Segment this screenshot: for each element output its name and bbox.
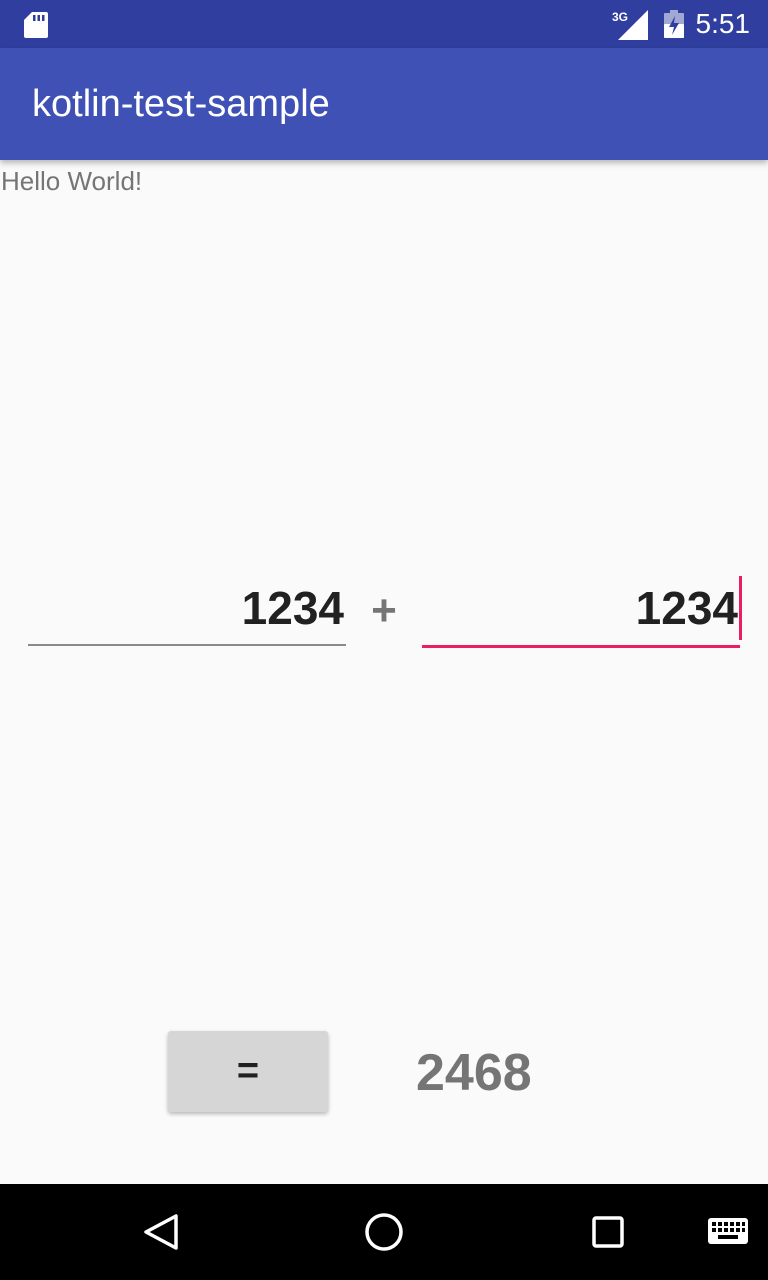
equals-button[interactable]: = — [168, 1031, 328, 1112]
status-bar: 3G 5:51 — [0, 0, 768, 48]
second-number-input[interactable]: 1234 — [422, 576, 742, 648]
network-type-label: 3G — [612, 10, 629, 24]
result-value: 2468 — [416, 1044, 532, 1102]
cellular-signal: 3G — [612, 8, 648, 40]
app-title: kotlin-test-sample — [32, 83, 330, 125]
first-number-value: 1234 — [241, 582, 344, 634]
plus-operator-label: + — [371, 586, 397, 635]
hello-text: Hello World! — [1, 166, 143, 196]
battery-charging-icon — [664, 10, 684, 38]
sd-card-icon — [24, 12, 48, 38]
cellular-signal-icon — [618, 10, 648, 40]
text-cursor — [739, 576, 742, 640]
second-number-value: 1234 — [635, 582, 738, 634]
first-number-input[interactable]: 1234 — [28, 580, 346, 646]
home-icon[interactable] — [362, 1210, 406, 1254]
back-icon[interactable] — [138, 1210, 182, 1254]
recents-icon[interactable] — [586, 1210, 630, 1254]
keyboard-icon[interactable] — [706, 1216, 750, 1246]
navigation-bar — [0, 1184, 768, 1280]
status-clock: 5:51 — [695, 8, 751, 39]
app-bar: kotlin-test-sample — [0, 48, 768, 160]
